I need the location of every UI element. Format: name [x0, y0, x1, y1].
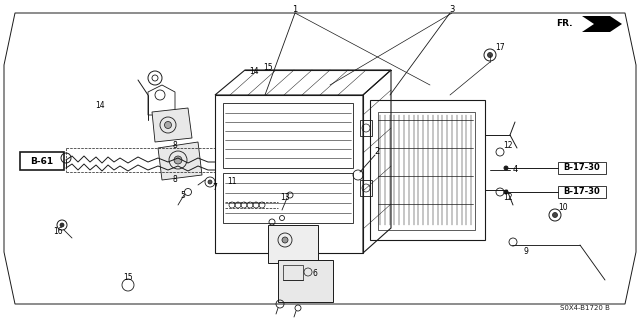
Text: 14: 14	[249, 68, 259, 77]
Bar	[20, 152, 64, 170]
Text: 12: 12	[503, 140, 513, 150]
Circle shape	[174, 156, 182, 164]
Text: 6: 6	[312, 270, 317, 278]
Circle shape	[60, 223, 64, 227]
Circle shape	[164, 122, 172, 129]
Bar	[360, 180, 372, 196]
Bar	[558, 162, 606, 174]
Circle shape	[552, 212, 557, 218]
Text: 9: 9	[524, 248, 529, 256]
Text: 17: 17	[495, 43, 505, 53]
Text: B-61: B-61	[31, 157, 54, 166]
Text: 15: 15	[263, 63, 273, 72]
Text: B-17-30: B-17-30	[564, 188, 600, 197]
Circle shape	[504, 166, 508, 170]
Text: 16: 16	[53, 227, 63, 236]
Text: 2: 2	[374, 147, 380, 157]
Text: 15: 15	[123, 273, 133, 283]
Polygon shape	[582, 16, 622, 32]
Bar	[558, 186, 606, 198]
Text: 8: 8	[173, 175, 177, 184]
Text: 13: 13	[280, 194, 290, 203]
Polygon shape	[152, 108, 192, 142]
Bar	[360, 120, 372, 136]
Circle shape	[504, 190, 508, 194]
Bar	[283, 265, 303, 280]
Text: 5: 5	[180, 191, 186, 201]
Bar	[223, 103, 353, 168]
Text: 1: 1	[292, 5, 298, 14]
Text: 8: 8	[173, 140, 177, 150]
Text: 4: 4	[513, 166, 518, 174]
Text: 7: 7	[212, 183, 218, 192]
Circle shape	[208, 180, 212, 184]
Bar	[268, 225, 318, 263]
Text: 3: 3	[449, 5, 454, 14]
Text: 12: 12	[503, 194, 513, 203]
Text: B-17-30: B-17-30	[564, 164, 600, 173]
Text: 14: 14	[95, 100, 105, 109]
Bar	[215, 95, 363, 253]
Bar	[278, 260, 333, 302]
Circle shape	[282, 237, 288, 243]
Text: S0X4-B1720 B: S0X4-B1720 B	[560, 305, 610, 311]
Circle shape	[488, 53, 493, 57]
Text: 10: 10	[558, 204, 568, 212]
Bar	[223, 173, 353, 223]
Bar	[378, 112, 475, 230]
Text: FR.: FR.	[557, 19, 573, 28]
Polygon shape	[158, 142, 202, 180]
Text: 11: 11	[227, 177, 237, 187]
Bar	[370, 100, 485, 240]
